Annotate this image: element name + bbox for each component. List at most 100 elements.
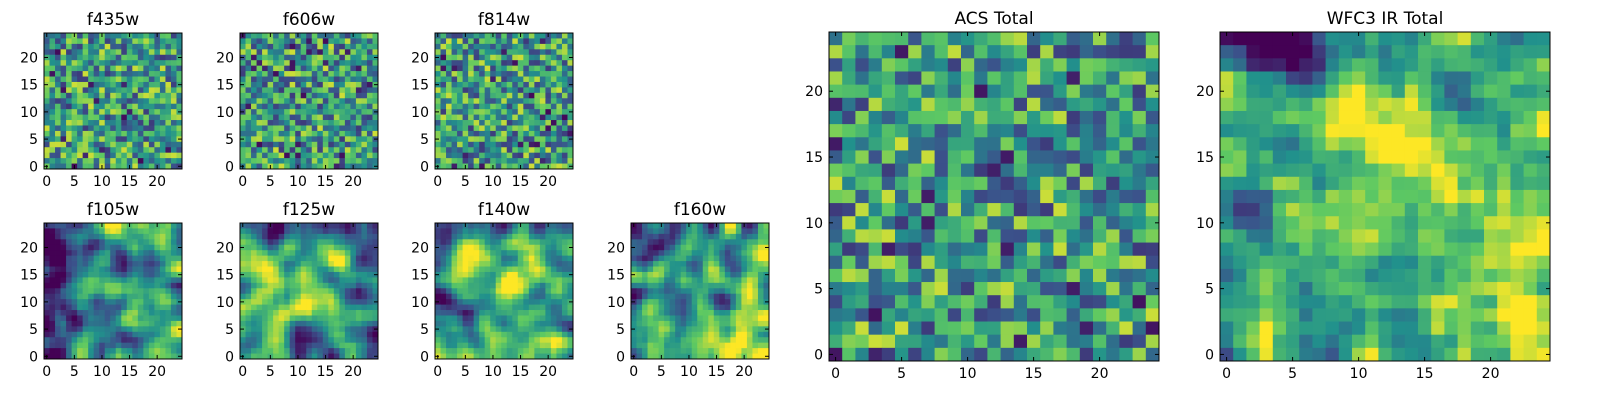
heatmap-cell [484, 120, 491, 126]
heatmap-cell [154, 147, 161, 154]
heatmap-cell [512, 103, 519, 110]
heatmap-cell [267, 103, 274, 110]
heatmap-cell [697, 233, 704, 240]
heatmap-cell [126, 250, 133, 257]
heatmap-cell [719, 320, 726, 327]
heatmap-cell [344, 228, 351, 235]
heatmap-cell [724, 282, 731, 289]
heatmap-cell [176, 293, 183, 300]
heatmap-cell [702, 304, 709, 311]
heatmap-cell [523, 293, 530, 300]
heatmap-cell [262, 348, 268, 354]
heatmap-cell [724, 223, 731, 229]
heatmap-cell [545, 54, 552, 61]
heatmap-cell [523, 266, 530, 273]
heatmap-cell [361, 158, 368, 164]
heatmap-cell [895, 45, 909, 59]
heatmap-cell [361, 244, 368, 251]
heatmap-cell [267, 250, 274, 257]
heatmap-cell [495, 163, 502, 170]
heatmap-cell [1027, 137, 1041, 151]
heatmap-cell [468, 299, 475, 305]
heatmap-cell [289, 76, 296, 83]
heatmap-cell [110, 81, 117, 88]
heatmap-cell [539, 71, 546, 77]
heatmap-cell [921, 97, 935, 112]
heatmap-cell [680, 315, 687, 322]
heatmap-cell [262, 65, 268, 72]
heatmap-cell [473, 49, 480, 56]
heatmap-cell [961, 124, 975, 138]
heatmap-cell [501, 130, 508, 137]
heatmap-cell [355, 239, 362, 246]
heatmap-cell [746, 233, 753, 240]
heatmap-cell [473, 266, 480, 273]
heatmap-cell [121, 158, 128, 164]
heatmap-cell [300, 136, 307, 143]
heatmap-cell [71, 71, 78, 77]
heatmap-cell [115, 158, 122, 164]
heatmap-cell [132, 120, 139, 126]
heatmap-cell [545, 141, 552, 148]
heatmap-cell [631, 239, 637, 246]
heatmap-cell [289, 152, 296, 159]
heatmap-cell [462, 326, 469, 333]
heatmap-cell [317, 228, 324, 235]
heatmap-cell [165, 315, 172, 322]
heatmap-cell [355, 348, 362, 354]
heatmap-cell [440, 261, 447, 267]
heatmap-cell [132, 65, 139, 72]
heatmap-cell [697, 244, 704, 251]
heatmap-cell [855, 45, 869, 59]
heatmap-cell [262, 282, 268, 289]
heatmap-cell [88, 152, 95, 159]
heatmap-cell [126, 152, 133, 159]
heatmap-cell [366, 266, 373, 273]
heatmap-cell [159, 282, 166, 289]
heatmap-cell [110, 315, 117, 322]
heatmap-cell [159, 337, 166, 344]
heatmap-cell [121, 38, 128, 45]
heatmap-cell [311, 158, 318, 164]
heatmap-cell [752, 250, 759, 257]
heatmap-cell [132, 277, 139, 284]
heatmap-cell [1013, 58, 1028, 72]
heatmap-cell [339, 54, 346, 61]
heatmap-cell [126, 348, 133, 354]
heatmap-cell [697, 342, 704, 349]
heatmap-cell [328, 152, 335, 159]
heatmap-cell [1000, 124, 1015, 138]
heatmap-cell [240, 315, 246, 322]
heatmap-cell [115, 293, 122, 300]
heatmap-cell [88, 163, 95, 170]
heatmap-cell [528, 152, 535, 159]
heatmap-cell [1040, 58, 1054, 72]
heatmap-cell [245, 125, 252, 132]
heatmap-cell [176, 152, 183, 159]
heatmap-cell [719, 239, 726, 246]
heatmap-cell [240, 348, 246, 354]
heatmap-cell [44, 228, 50, 235]
heatmap-cell [741, 293, 748, 300]
heatmap-cell [148, 114, 155, 121]
heatmap-cell [256, 239, 263, 246]
heatmap-cell [344, 65, 351, 72]
heatmap-cell [881, 176, 896, 191]
heatmap-cell [457, 60, 463, 67]
heatmap-cell [545, 320, 552, 327]
heatmap-cell [110, 87, 117, 94]
heatmap-cell [868, 124, 883, 138]
heatmap-cell [473, 103, 480, 110]
heatmap-cell [1027, 110, 1041, 125]
heatmap-cell [339, 136, 346, 143]
heatmap-cell [468, 326, 475, 333]
heatmap-cell [262, 223, 268, 229]
heatmap-cell [539, 109, 546, 115]
heatmap-cell [284, 49, 291, 56]
heatmap-cell [484, 233, 491, 240]
heatmap-cell [317, 147, 324, 154]
heatmap-cell [512, 147, 519, 154]
heatmap-cell [245, 33, 252, 39]
heatmap-cell [1027, 97, 1041, 112]
heatmap-cell [273, 163, 280, 170]
